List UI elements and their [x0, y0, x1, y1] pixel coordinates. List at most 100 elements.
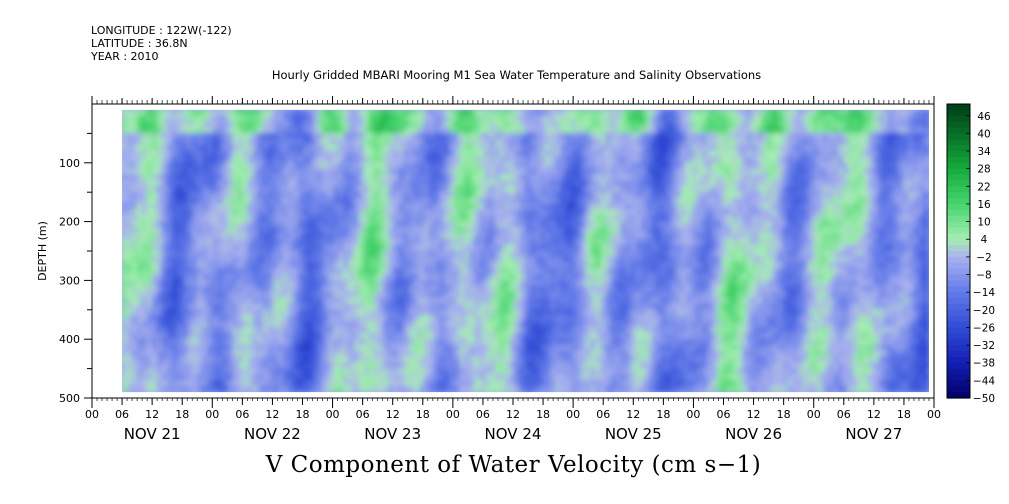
- field-cell: [469, 373, 476, 382]
- field-cell: [161, 321, 169, 329]
- field-cell: [575, 362, 582, 370]
- field-cell: [328, 209, 335, 217]
- field-cell: [565, 144, 572, 152]
- field-cell: [414, 144, 421, 152]
- field-cell: [207, 150, 214, 158]
- field-cell: [237, 338, 244, 346]
- field-cell: [454, 344, 461, 352]
- field-cell: [535, 385, 542, 393]
- field-cell: [287, 274, 295, 282]
- field-cell: [519, 109, 527, 117]
- field-cell: [535, 221, 542, 229]
- field-cell: [242, 127, 249, 135]
- field-cell: [298, 362, 305, 370]
- field-cell: [277, 156, 285, 164]
- field-cell: [540, 226, 547, 235]
- field-cell: [338, 373, 345, 382]
- field-cell: [141, 321, 148, 329]
- field-cell: [580, 356, 587, 364]
- field-cell: [242, 274, 249, 282]
- field-cell: [525, 127, 532, 135]
- field-cell: [131, 285, 138, 293]
- field-cell: [343, 215, 350, 223]
- field-cell: [232, 232, 239, 240]
- field-cell: [252, 156, 259, 164]
- field-cell: [197, 226, 204, 235]
- field-cell: [474, 279, 481, 287]
- field-cell: [247, 315, 254, 323]
- field-cell: [293, 344, 300, 352]
- field-cell: [363, 362, 370, 370]
- field-cell: [313, 326, 320, 335]
- field-cell: [237, 279, 244, 287]
- field-cell: [338, 150, 345, 158]
- field-cell: [227, 127, 234, 135]
- field-cell: [403, 162, 411, 170]
- field-cell: [479, 179, 486, 188]
- field-cell: [343, 262, 350, 270]
- field-cell: [182, 368, 189, 376]
- field-cell: [570, 115, 577, 123]
- field-cell: [419, 362, 426, 370]
- field-cell: [585, 385, 592, 393]
- field-cell: [293, 262, 300, 270]
- field-cell: [464, 262, 471, 270]
- field-cell: [459, 221, 466, 229]
- field-cell: [580, 156, 587, 164]
- field-cell: [555, 109, 562, 117]
- field-cell: [227, 268, 234, 276]
- field-cell: [348, 179, 355, 188]
- field-cell: [207, 356, 214, 364]
- field-cell: [338, 315, 345, 323]
- field-cell: [519, 127, 527, 135]
- field-cell: [545, 326, 552, 335]
- field-cell: [535, 203, 542, 211]
- field-cell: [318, 226, 325, 235]
- field-cell: [338, 303, 345, 311]
- field-cell: [182, 238, 189, 246]
- field-cell: [419, 197, 426, 205]
- field-cell: [161, 127, 169, 135]
- field-cell: [514, 326, 522, 335]
- field-cell: [494, 291, 502, 299]
- field-cell: [560, 221, 567, 229]
- field-cell: [242, 244, 249, 252]
- field-cell: [272, 315, 280, 323]
- field-cell: [166, 215, 174, 223]
- field-cell: [560, 332, 567, 340]
- field-cell: [323, 209, 330, 217]
- field-cell: [519, 315, 527, 323]
- field-cell: [122, 174, 128, 182]
- field-cell: [257, 232, 264, 240]
- field-cell: [287, 162, 295, 170]
- field-cell: [540, 256, 547, 264]
- field-cell: [328, 344, 335, 352]
- field-cell: [509, 279, 517, 287]
- field-cell: [424, 179, 431, 188]
- field-cell: [262, 150, 270, 158]
- field-cell: [257, 138, 264, 146]
- field-cell: [519, 244, 527, 252]
- field-cell: [499, 385, 507, 393]
- field-cell: [403, 209, 411, 217]
- field-cell: [287, 209, 295, 217]
- field-cell: [227, 256, 234, 264]
- field-cell: [187, 156, 194, 164]
- field-cell: [338, 156, 345, 164]
- field-cell: [242, 303, 249, 311]
- field-cell: [388, 379, 396, 387]
- field-cell: [368, 350, 375, 358]
- field-cell: [122, 332, 128, 340]
- field-cell: [434, 274, 441, 282]
- field-cell: [469, 321, 476, 329]
- field-cell: [449, 350, 456, 358]
- field-cell: [540, 138, 547, 146]
- field-cell: [257, 262, 264, 270]
- field-cell: [398, 344, 406, 352]
- field-cell: [277, 338, 285, 346]
- field-cell: [126, 279, 133, 287]
- field-cell: [202, 285, 209, 293]
- field-cell: [464, 115, 471, 123]
- field-cell: [217, 338, 224, 346]
- field-cell: [464, 344, 471, 352]
